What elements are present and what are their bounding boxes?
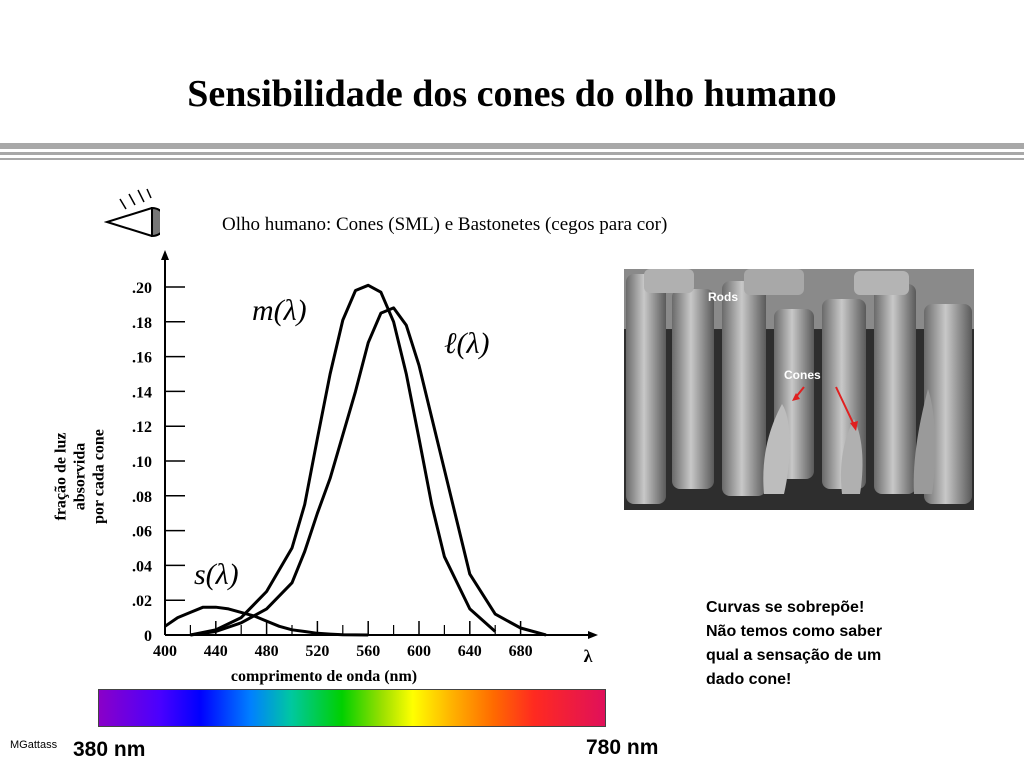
lambda-symbol: λ — [584, 646, 593, 666]
x-axis-arrow — [588, 631, 598, 639]
y-tick-label: .16 — [132, 350, 152, 367]
y-tick-label: .04 — [132, 558, 152, 575]
y-tick-label: 0 — [144, 628, 152, 645]
spectrum-end-label: 780 nm — [586, 736, 659, 759]
visible-spectrum-bar — [98, 689, 606, 727]
x-tick-label: 440 — [204, 643, 228, 660]
note-line-1: Curvas se sobrepõe! — [706, 599, 865, 616]
cones-label: Cones — [784, 368, 821, 382]
y-tick-label: .10 — [132, 454, 152, 471]
series-line-2 — [190, 306, 547, 637]
x-tick-label: 560 — [356, 643, 380, 660]
overlap-note: Curvas se sobrepõe! Não temos como saber… — [706, 596, 882, 692]
x-tick-label: 520 — [305, 643, 329, 660]
x-tick-label: 400 — [153, 643, 177, 660]
series-line-1 — [190, 283, 497, 637]
y-axis-arrow — [161, 250, 169, 260]
x-tick-label: 600 — [407, 643, 431, 660]
series-label-l: ℓ(λ) — [444, 327, 489, 360]
x-tick-label: 680 — [509, 643, 533, 660]
title-rule-middle — [0, 152, 1024, 155]
y-tick-label: .02 — [132, 593, 152, 610]
note-line-4: dado cone! — [706, 671, 792, 688]
spectrum-start-label: 380 nm — [73, 738, 146, 761]
micrograph-image — [624, 269, 974, 510]
y-tick-label: .20 — [132, 280, 152, 297]
x-tick-label: 640 — [458, 643, 482, 660]
author-label: MGattass — [10, 739, 58, 751]
y-tick-label: .08 — [132, 489, 152, 506]
x-tick-label: 480 — [255, 643, 279, 660]
series-label-m: m(λ) — [252, 294, 307, 327]
note-line-3: qual a sensação de um — [706, 647, 882, 664]
series-label-s: s(λ) — [194, 558, 239, 591]
title-rule-top — [0, 143, 1024, 149]
rods-label: Rods — [708, 290, 738, 304]
series-line-0 — [164, 605, 369, 637]
y-tick-label: .12 — [132, 419, 152, 436]
slide-title: Sensibilidade dos cones do olho humano — [187, 73, 837, 115]
note-line-2: Não temos como saber — [706, 623, 883, 640]
y-tick-label: .14 — [132, 384, 152, 401]
eye-icon — [104, 188, 160, 238]
rods-cones-micrograph: Rods Cones — [624, 269, 974, 510]
y-tick-label: .06 — [132, 524, 152, 541]
y-tick-label: .18 — [132, 315, 152, 332]
title-rule-bottom — [0, 158, 1024, 160]
chart-subtitle: Olho humano: Cones (SML) e Bastonetes (c… — [222, 214, 668, 235]
x-axis-label: comprimento de onda (nm) — [231, 668, 417, 685]
